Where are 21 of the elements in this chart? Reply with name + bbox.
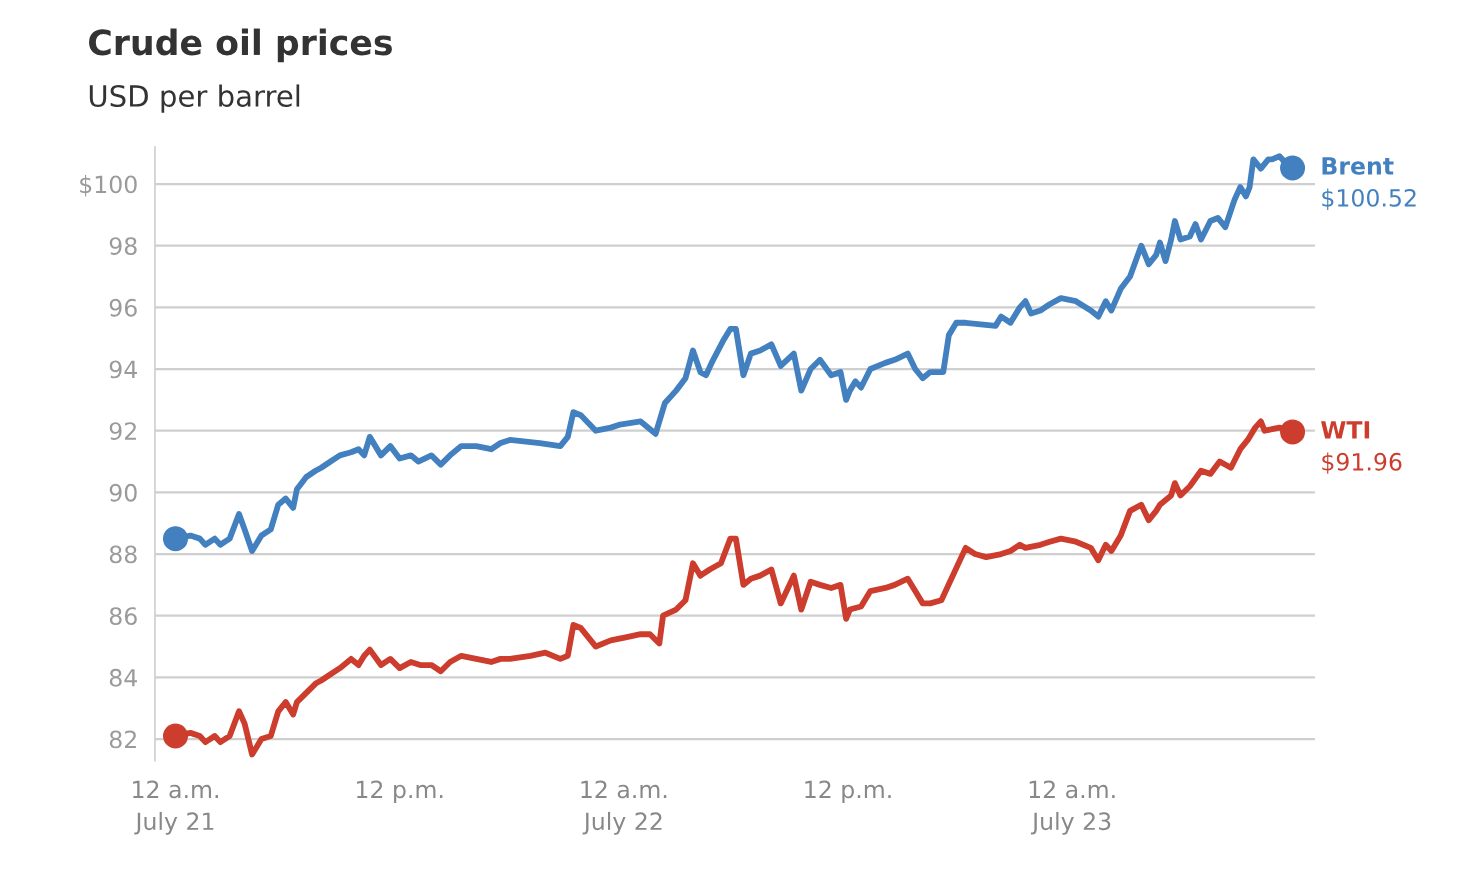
- x-tick-label: 12 a.m. July 23: [1029, 780, 1115, 835]
- y-tick-label: 86: [109, 607, 137, 626]
- data-label: $100.52: [1322, 188, 1416, 210]
- x-tick-label: 12 a.m. July 21: [133, 780, 218, 835]
- x-tick-label: 12 p.m.: [805, 780, 891, 803]
- y-tick-label: 84: [109, 668, 137, 687]
- y-tick-label: $100: [80, 175, 137, 197]
- series-label: Brent: [1322, 157, 1394, 175]
- data-label: $91.96: [1322, 452, 1402, 474]
- chart-title: Crude oil prices: [89, 28, 392, 63]
- y-tick-label: 96: [109, 298, 137, 317]
- y-tick-label: 94: [109, 360, 137, 379]
- x-tick-label: 12 p.m.: [356, 780, 443, 803]
- y-tick-label: 88: [109, 545, 137, 564]
- y-tick-label: 90: [109, 483, 137, 502]
- chart-subtitle: USD per barrel: [89, 84, 300, 113]
- y-tick-label: 98: [109, 237, 137, 255]
- series-label: WTI: [1321, 421, 1370, 439]
- y-tick-label: 82: [109, 730, 136, 749]
- x-tick-label: 12 a.m. July 22: [581, 780, 667, 835]
- y-tick-label: 92: [109, 422, 136, 441]
